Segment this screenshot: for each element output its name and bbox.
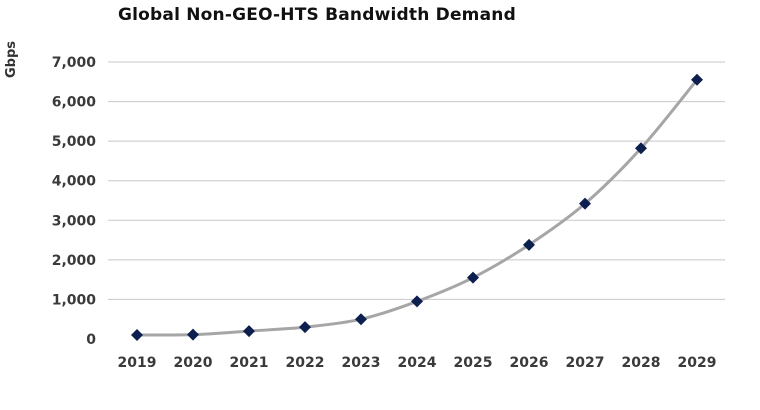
data-point-2022 — [299, 321, 311, 334]
data-point-2020 — [187, 328, 199, 341]
x-tick-label: 2029 — [678, 355, 717, 371]
x-tick-label: 2020 — [174, 355, 213, 371]
x-tick-label: 2025 — [454, 355, 493, 371]
x-tick-label: 2024 — [398, 355, 437, 371]
y-tick-label: 4,000 — [52, 174, 97, 190]
data-point-2029 — [691, 73, 703, 86]
data-point-2026 — [523, 238, 535, 251]
data-point-2021 — [243, 325, 255, 338]
y-tick-label: 6,000 — [52, 95, 97, 111]
x-tick-label: 2027 — [566, 355, 605, 371]
y-tick-label: 5,000 — [52, 134, 97, 150]
y-tick-label: 0 — [86, 332, 96, 348]
chart-title: Global Non-GEO-HTS Bandwidth Demand — [118, 5, 516, 25]
data-point-2028 — [635, 142, 647, 155]
y-tick-label: 3,000 — [52, 213, 97, 229]
x-tick-label: 2021 — [230, 355, 269, 371]
series-line-0 — [136, 78, 699, 337]
x-tick-label: 2028 — [622, 355, 661, 371]
x-tick-label: 2023 — [342, 355, 381, 371]
data-point-2025 — [467, 271, 479, 284]
data-point-2024 — [411, 295, 423, 308]
y-tick-label: 1,000 — [52, 292, 97, 308]
x-tick-label: 2026 — [510, 355, 549, 371]
y-tick-label: 7,000 — [52, 55, 97, 71]
data-point-2019 — [131, 329, 143, 342]
x-tick-label: 2019 — [118, 355, 157, 371]
data-point-2023 — [355, 313, 367, 326]
x-tick-label: 2022 — [286, 355, 325, 371]
y-tick-label: 2,000 — [52, 253, 97, 269]
data-point-2027 — [579, 197, 591, 210]
